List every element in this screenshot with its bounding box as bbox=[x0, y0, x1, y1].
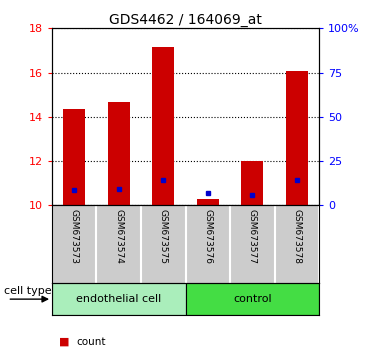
Text: GSM673574: GSM673574 bbox=[114, 209, 123, 264]
Text: GSM673573: GSM673573 bbox=[70, 209, 79, 264]
Bar bbox=[108, 102, 130, 205]
Text: count: count bbox=[76, 337, 106, 347]
Bar bbox=[63, 109, 85, 205]
Text: GSM673578: GSM673578 bbox=[292, 209, 301, 264]
Bar bbox=[286, 72, 308, 205]
Bar bbox=[186, 283, 319, 315]
Text: GSM673576: GSM673576 bbox=[203, 209, 212, 264]
Text: endothelial cell: endothelial cell bbox=[76, 294, 161, 304]
Text: GSM673577: GSM673577 bbox=[248, 209, 257, 264]
Text: ■: ■ bbox=[59, 337, 70, 347]
Bar bbox=[52, 283, 186, 315]
Title: GDS4462 / 164069_at: GDS4462 / 164069_at bbox=[109, 13, 262, 27]
Bar bbox=[241, 161, 263, 205]
Text: GSM673575: GSM673575 bbox=[159, 209, 168, 264]
Bar bbox=[197, 199, 219, 205]
Text: cell type: cell type bbox=[4, 286, 51, 296]
Text: control: control bbox=[233, 294, 272, 304]
Bar bbox=[152, 47, 174, 205]
